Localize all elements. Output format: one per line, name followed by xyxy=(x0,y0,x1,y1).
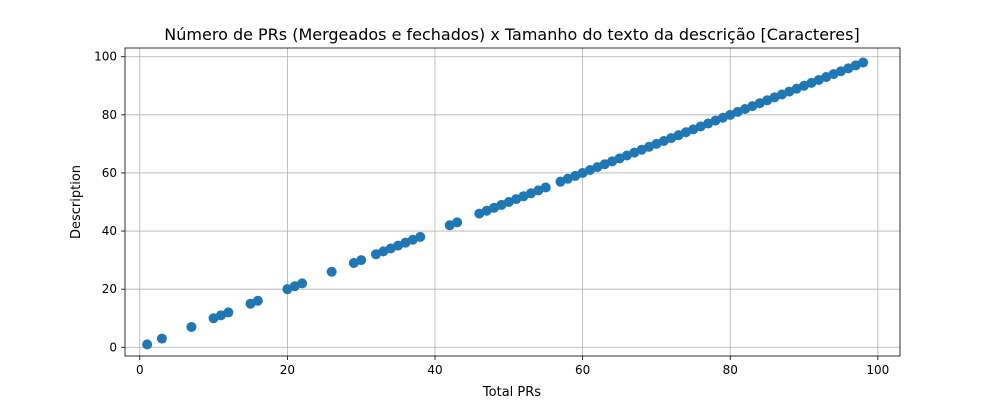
y-tick-5: 100 xyxy=(94,50,125,64)
data-point xyxy=(540,182,551,193)
y-tick-2: 40 xyxy=(102,224,125,238)
x-tick-label: 0 xyxy=(136,363,144,377)
y-tick-label: 100 xyxy=(94,50,117,64)
data-point xyxy=(356,255,367,266)
y-tick-label: 40 xyxy=(102,224,117,238)
chart-title: Número de PRs (Mergeados e fechados) x T… xyxy=(164,25,859,44)
x-tick-label: 40 xyxy=(427,363,442,377)
data-point xyxy=(297,278,308,289)
x-tick-label: 80 xyxy=(723,363,738,377)
y-tick-0: 0 xyxy=(109,340,125,354)
x-tick-label: 60 xyxy=(575,363,590,377)
x-tick-4: 80 xyxy=(723,356,738,377)
y-tick-label: 60 xyxy=(102,166,117,180)
x-tick-1: 20 xyxy=(280,356,295,377)
y-axis-label: Description xyxy=(69,165,84,239)
data-point xyxy=(186,321,197,332)
y-tick-label: 20 xyxy=(102,282,117,296)
y-tick-4: 80 xyxy=(102,108,125,122)
y-tick-label: 80 xyxy=(102,108,117,122)
data-point xyxy=(415,231,426,242)
y-axis-ticks: 0 20 40 60 80 100 xyxy=(94,50,125,354)
plot-frame xyxy=(124,47,901,357)
data-point xyxy=(142,339,153,350)
data-point xyxy=(156,333,167,344)
x-axis-ticks: 0 20 40 60 80 100 xyxy=(136,356,889,377)
y-tick-1: 20 xyxy=(102,282,125,296)
data-point xyxy=(858,57,869,68)
y-tick-3: 60 xyxy=(102,166,125,180)
y-tick-label: 0 xyxy=(109,340,117,354)
x-tick-2: 40 xyxy=(427,356,443,377)
data-point xyxy=(223,307,234,318)
data-point xyxy=(452,217,463,228)
grid-lines xyxy=(125,48,900,356)
data-point xyxy=(326,266,337,277)
x-tick-3: 60 xyxy=(575,356,590,377)
data-points xyxy=(142,57,869,350)
x-tick-0: 0 xyxy=(136,356,144,377)
x-tick-5: 100 xyxy=(866,356,889,377)
x-axis-label: Total PRs xyxy=(482,385,541,400)
x-tick-label: 20 xyxy=(280,363,295,377)
x-tick-label: 100 xyxy=(866,363,889,377)
data-point xyxy=(252,295,263,306)
